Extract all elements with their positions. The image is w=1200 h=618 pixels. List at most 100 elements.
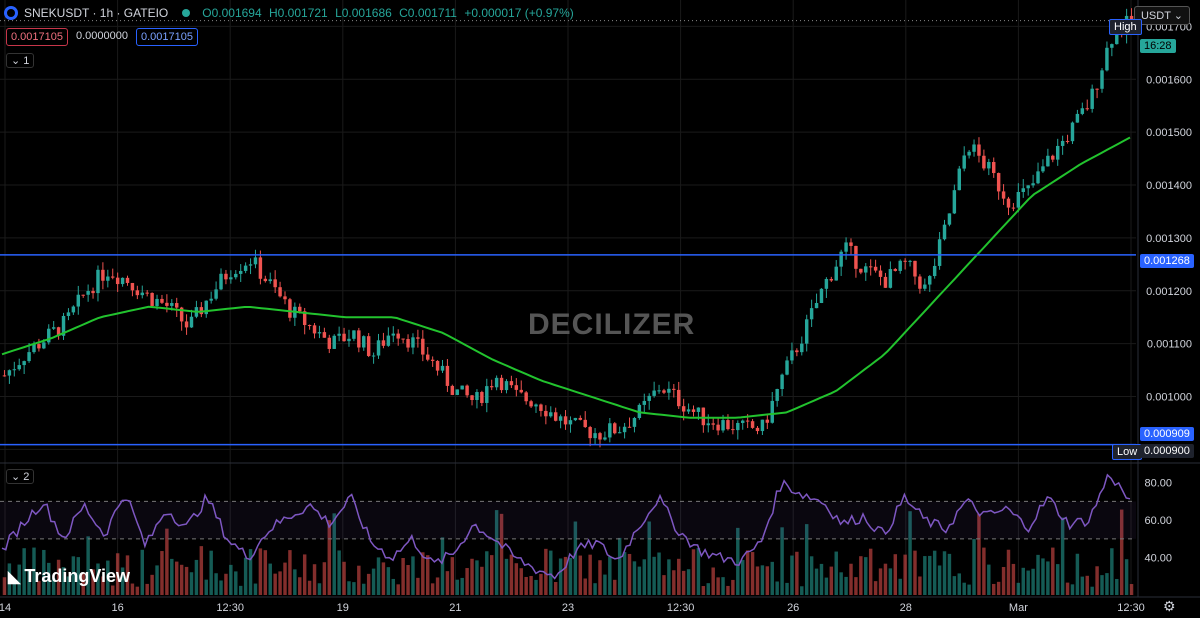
volume-bar [268, 563, 272, 595]
currency-select[interactable]: USDT ⌄ [1133, 6, 1190, 25]
rsi-pane-toggle[interactable]: ⌄ 2 [6, 469, 35, 484]
candle-body [307, 325, 312, 327]
main-pane-toggle[interactable]: ⌄ 1 [6, 53, 35, 68]
candle-body [1031, 183, 1035, 186]
candle-body [657, 390, 661, 392]
volume-bar [71, 556, 76, 595]
volume-bar [957, 573, 962, 595]
tradingview-logo[interactable]: ◣ TradingView [8, 566, 130, 587]
volume-bar [721, 577, 725, 595]
volume-bar [17, 564, 21, 595]
volume-bar [352, 582, 356, 595]
candle-body [824, 278, 829, 289]
candle-body [568, 420, 573, 425]
candle-body [1080, 108, 1085, 114]
candle-body [125, 277, 130, 283]
candle-body [248, 264, 253, 266]
candle-body [1016, 191, 1021, 208]
volume-bar [189, 572, 194, 595]
candle-body [529, 401, 533, 407]
high-label-tag: High [1109, 19, 1142, 35]
volume-bar [908, 511, 912, 595]
volume-bar [337, 550, 341, 595]
volume-bar [140, 549, 144, 595]
candle-body [1105, 47, 1109, 71]
volume-bar [357, 565, 361, 595]
candle-body [558, 416, 563, 421]
volume-bar [632, 561, 637, 595]
volume-bar [1119, 509, 1124, 595]
candle-body [972, 144, 976, 152]
candle-body [918, 276, 922, 289]
candle-body [662, 390, 666, 393]
candle-body [632, 417, 637, 427]
volume-bar [327, 520, 332, 595]
gear-icon[interactable]: ⚙ [1163, 598, 1176, 614]
volume-bar [170, 558, 174, 595]
volume-bar [804, 524, 809, 595]
volume-bar [273, 573, 277, 595]
candle-body [809, 308, 814, 320]
candle-body [111, 276, 115, 278]
brand-name: TradingView [24, 566, 131, 586]
volume-bar [662, 575, 666, 595]
y-tick-label: 0.001400 [1146, 180, 1192, 192]
candle-body [859, 268, 863, 273]
candle-body [711, 423, 715, 425]
volume-bar [47, 562, 51, 595]
candle-body [588, 427, 592, 439]
candle-body [617, 432, 622, 434]
candle-body [622, 426, 627, 433]
volume-bar [253, 583, 258, 595]
candle-body [396, 333, 400, 339]
volume-bar [982, 547, 986, 595]
volume-bar [317, 583, 322, 595]
x-tick-label: 19 [337, 602, 349, 614]
volume-bar [1085, 575, 1089, 595]
volume-bar [111, 585, 115, 595]
volume-bar [740, 560, 745, 595]
sell-price-box[interactable]: 0.0017105 [6, 28, 68, 46]
volume-bar [489, 555, 494, 595]
buy-price-box[interactable]: 0.0017105 [136, 28, 198, 46]
candle-body [932, 265, 937, 277]
symbol-title[interactable]: SNEKUSDT · 1h · GATEIO [24, 6, 169, 20]
volume-bar [514, 563, 519, 595]
volume-bar [371, 568, 376, 595]
volume-bar [278, 571, 282, 595]
rsi-line [1, 473, 1131, 580]
candle-body [209, 298, 213, 301]
candle-body [509, 381, 514, 386]
volume-bar [553, 582, 558, 595]
candle-body [76, 294, 81, 307]
candle-body [1129, 15, 1134, 22]
candle-body [903, 260, 907, 262]
tradingview-icon: ◣ [8, 568, 21, 586]
candle-body [465, 385, 469, 396]
candle-body [347, 338, 351, 342]
candle-body [499, 377, 504, 391]
candle-body [56, 327, 61, 336]
y-tick-label: 0.001100 [1147, 339, 1192, 351]
candle-body [283, 296, 287, 300]
volume-bar [568, 557, 573, 595]
candle-body [667, 388, 671, 393]
volume-bar [1011, 563, 1016, 595]
volume-bar [1060, 517, 1065, 595]
volume-bar [184, 566, 189, 595]
volume-bar [563, 556, 568, 595]
volume-bar [2, 577, 7, 595]
volume-bar [1006, 549, 1011, 595]
volume-bar [893, 554, 898, 595]
volume-bar [509, 554, 514, 595]
volume-bar [967, 584, 971, 595]
volume-bar [219, 580, 223, 595]
x-tick-label: 23 [562, 602, 574, 614]
volume-bar [996, 581, 1001, 595]
volume-bar [544, 548, 548, 595]
candle-body [391, 333, 396, 336]
volume-bar [307, 580, 312, 595]
candle-body [1041, 166, 1045, 172]
volume-bar [770, 561, 774, 595]
